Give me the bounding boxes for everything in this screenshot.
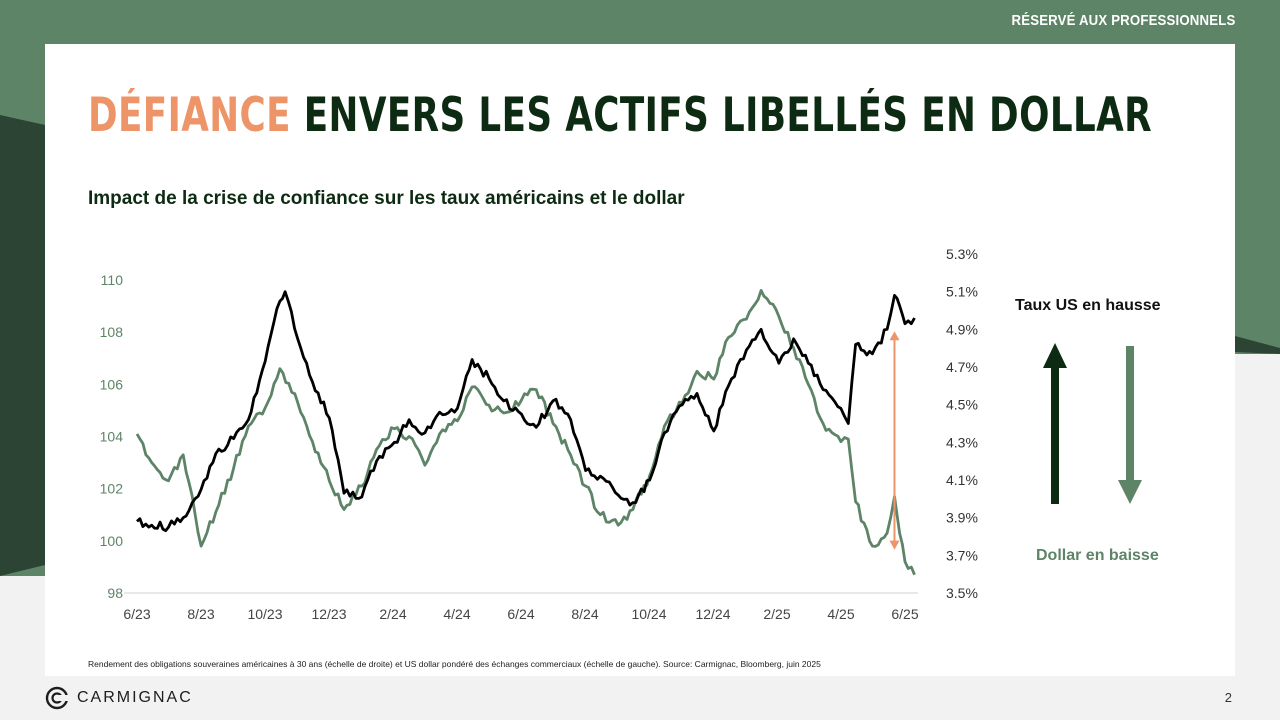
x-tick-label: 8/24 [571, 606, 598, 622]
slide-panel [45, 44, 1235, 676]
y-right-tick-label: 3.7% [946, 547, 978, 563]
y-left-tick-label: 110 [101, 272, 124, 288]
x-tick-label: 2/25 [763, 606, 790, 622]
title-highlight: DÉFIANCE [88, 88, 291, 143]
right-dark-wedge [1235, 336, 1280, 354]
y-right-tick-label: 3.5% [946, 585, 978, 601]
dollar-down-label: Dollar en baisse [1036, 547, 1159, 564]
x-tick-label: 4/24 [443, 606, 470, 622]
top-band [0, 0, 1280, 44]
x-tick-label: 6/25 [891, 606, 918, 622]
y-right-tick-label: 5.3% [946, 246, 978, 262]
y-left-tick-label: 102 [100, 481, 124, 497]
x-tick-label: 12/24 [695, 606, 730, 622]
x-tick-label: 4/25 [827, 606, 854, 622]
y-right-tick-label: 3.9% [946, 510, 978, 526]
right-band [1235, 44, 1280, 354]
y-right-tick-label: 5.1% [946, 284, 978, 300]
x-tick-label: 6/23 [123, 606, 150, 622]
page-title: DÉFIANCE ENVERS LES ACTIFS LIBELLÉS EN D… [88, 88, 1152, 143]
page-number: 2 [1224, 690, 1232, 705]
x-tick-label: 8/23 [187, 606, 214, 622]
y-right-tick-label: 4.7% [946, 359, 978, 375]
dollar-down-arrow-head [1118, 480, 1142, 504]
x-tick-label: 6/24 [507, 606, 534, 622]
y-left-tick-label: 108 [100, 324, 124, 340]
left-dark-wedge [0, 115, 45, 576]
company-logo: CARMIGNAC [45, 686, 193, 710]
chart-subtitle: Impact de la crise de confiance sur les … [88, 188, 685, 209]
y-right-tick-label: 4.1% [946, 472, 978, 488]
y-right-tick-label: 4.5% [946, 397, 978, 413]
y-right-tick-label: 4.3% [946, 434, 978, 450]
rates-up-label: Taux US en hausse [1015, 297, 1161, 314]
divergence-arrow-head-down [889, 540, 900, 550]
x-tick-label: 10/24 [631, 606, 666, 622]
x-tick-label: 2/24 [379, 606, 406, 622]
y-right-tick-label: 4.9% [946, 321, 978, 337]
carmignac-logo-icon [45, 686, 69, 710]
title-rest: ENVERS LES ACTIFS LIBELLÉS EN DOLLAR [290, 88, 1153, 143]
source-footnote: Rendement des obligations souveraines am… [88, 659, 821, 669]
rates-up-arrow-shaft [1051, 366, 1059, 504]
x-tick-label: 12/23 [311, 606, 346, 622]
y-left-tick-label: 104 [100, 429, 124, 445]
x-tick-label: 10/23 [247, 606, 282, 622]
dollar-down-arrow-shaft [1126, 346, 1134, 482]
logo-text: CARMIGNAC [77, 689, 193, 706]
professional-badge: RÉSERVÉ AUX PROFESSIONNELS [1011, 12, 1235, 29]
y-left-tick-label: 106 [100, 376, 124, 392]
y-left-tick-label: 100 [100, 533, 124, 549]
divergence-arrow-head-up [889, 331, 900, 341]
y-left-tick-label: 98 [107, 585, 123, 601]
yield-series-line [136, 290, 916, 533]
rates-up-arrow-head [1043, 343, 1067, 368]
dollar-series-line [135, 289, 916, 576]
